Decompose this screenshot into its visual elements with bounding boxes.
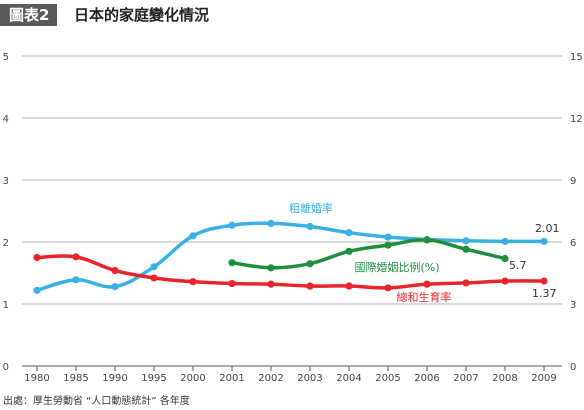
data-point xyxy=(501,237,509,245)
data-point xyxy=(150,274,158,282)
x-tick-label: 1980 xyxy=(24,373,49,384)
data-point xyxy=(501,277,509,285)
data-point xyxy=(384,241,392,249)
data-point xyxy=(540,237,548,245)
data-point xyxy=(306,282,314,290)
y-left-tick-label: 4 xyxy=(3,114,9,125)
end-value-label: 2.01 xyxy=(535,222,560,235)
data-point xyxy=(423,236,431,244)
data-point xyxy=(384,284,392,292)
y-left-tick-label: 1 xyxy=(3,300,9,311)
data-point xyxy=(150,263,158,271)
data-point xyxy=(267,280,275,288)
data-point xyxy=(228,221,236,229)
source-note: 出處：厚生勞動省 “人口動態統計” 各年度 xyxy=(3,396,190,407)
data-point xyxy=(384,233,392,241)
end-value-label: 1.37 xyxy=(532,287,557,300)
y-right-tick-label: 9 xyxy=(570,176,576,187)
x-tick-label: 1990 xyxy=(102,373,127,384)
y-left-tick-label: 2 xyxy=(3,238,9,249)
y-right-tick-label: 3 xyxy=(570,300,576,311)
y-right-tick-label: 6 xyxy=(570,238,576,249)
x-tick-label: 1995 xyxy=(141,373,166,384)
data-point xyxy=(462,237,470,245)
data-point xyxy=(111,283,119,291)
data-point xyxy=(228,259,236,267)
data-point xyxy=(540,277,548,285)
x-tick-label: 2003 xyxy=(297,373,322,384)
data-point xyxy=(501,254,509,263)
data-point xyxy=(345,247,353,255)
data-point xyxy=(306,222,314,231)
series-name-label: 粗離婚率 xyxy=(289,201,333,215)
data-point xyxy=(267,264,275,272)
data-point xyxy=(189,232,197,240)
y-left-tick-label: 3 xyxy=(3,176,9,187)
data-point xyxy=(72,253,80,261)
data-point xyxy=(345,282,353,290)
chart-title: 日本的家庭變化情況 xyxy=(74,6,210,24)
data-point xyxy=(189,278,197,286)
y-left-tick-label: 0 xyxy=(3,362,9,373)
x-tick-label: 2000 xyxy=(180,373,205,384)
data-point xyxy=(33,286,41,294)
data-point xyxy=(462,279,470,287)
series-name-label: 總和生育率 xyxy=(397,290,452,304)
data-point xyxy=(267,219,275,227)
x-tick-label: 1985 xyxy=(63,373,88,384)
data-point xyxy=(72,276,80,284)
y-right-tick-label: 12 xyxy=(570,114,583,125)
x-tick-label: 2001 xyxy=(219,373,244,384)
y-left-tick-label: 5 xyxy=(3,52,9,63)
y-right-tick-label: 15 xyxy=(570,52,583,63)
data-point xyxy=(462,245,470,253)
x-tick-label: 2007 xyxy=(453,373,478,384)
series-name-label: 國際婚姻比例(%) xyxy=(354,260,439,274)
x-tick-label: 2005 xyxy=(375,373,400,384)
data-point xyxy=(228,279,236,288)
data-point xyxy=(345,229,353,237)
x-tick-label: 2009 xyxy=(531,373,556,384)
y-right-tick-label: 0 xyxy=(570,362,576,373)
x-tick-label: 2006 xyxy=(414,373,439,384)
data-point xyxy=(33,253,41,262)
data-point xyxy=(111,266,119,275)
data-point xyxy=(423,280,431,288)
x-tick-label: 2002 xyxy=(258,373,283,384)
figure-badge: 圖表2 xyxy=(0,4,58,26)
x-tick-label: 2004 xyxy=(336,373,361,384)
chart-header: 圖表2 日本的家庭變化情況 xyxy=(0,0,584,30)
end-value-label: 5.7 xyxy=(509,259,527,272)
x-tick-label: 2008 xyxy=(492,373,517,384)
data-point xyxy=(306,260,314,268)
